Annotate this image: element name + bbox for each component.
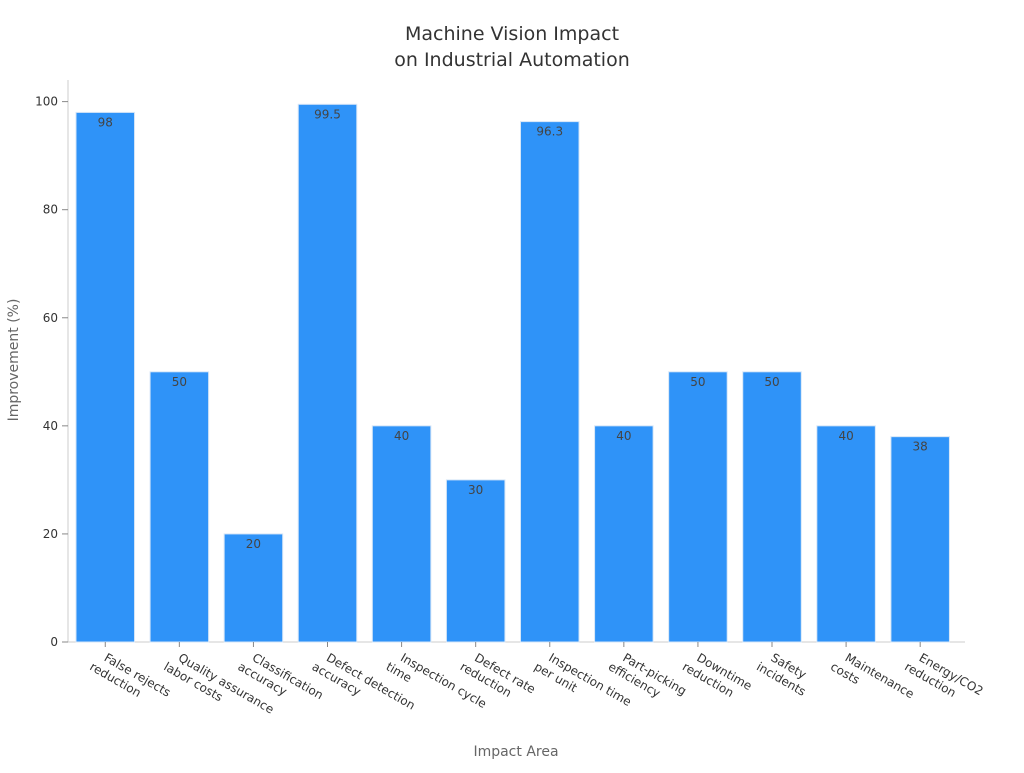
bar <box>890 436 950 643</box>
x-tick-label: Inspection timeper unit <box>532 646 634 722</box>
chart-title-line-2: on Industrial Automation <box>394 49 630 71</box>
data-label: 40 <box>394 429 409 443</box>
bar <box>594 425 654 643</box>
bar <box>520 121 580 643</box>
data-label: 30 <box>468 483 483 497</box>
data-label: 40 <box>838 429 853 443</box>
data-label: 20 <box>246 537 261 551</box>
bar <box>149 371 210 643</box>
x-tick-label: Safetyincidents <box>754 646 816 698</box>
y-tick-label: 40 <box>43 419 58 433</box>
data-label: 38 <box>913 440 928 454</box>
bar <box>297 103 358 643</box>
data-label: 50 <box>764 375 779 389</box>
x-axis-label: Impact Area <box>473 744 558 760</box>
data-label: 99.5 <box>314 107 341 121</box>
bar <box>742 371 802 643</box>
y-tick-label: 100 <box>35 95 58 109</box>
bar <box>223 533 284 643</box>
y-tick-label: 20 <box>43 527 58 541</box>
bar <box>371 425 432 643</box>
x-tick-label: Inspection cycletime <box>384 646 489 724</box>
x-tick-label: Classificationaccuracy <box>236 646 326 715</box>
bars <box>75 103 950 643</box>
y-ticks: 0 20 40 60 80 100 <box>35 95 68 649</box>
y-tick-label: 80 <box>43 203 58 217</box>
bar <box>816 425 876 643</box>
bar <box>668 371 728 643</box>
x-tick-label: Energy/CO2reduction <box>902 646 985 711</box>
data-label: 50 <box>690 375 705 389</box>
data-label: 98 <box>98 115 113 129</box>
x-tick-label: False rejectsreduction <box>87 646 173 712</box>
data-label: 40 <box>616 429 631 443</box>
y-axis-label: Improvement (%) <box>6 299 22 422</box>
y-tick-label: 60 <box>43 311 58 325</box>
chart-title: Machine Vision Impact on Industrial Auto… <box>394 23 630 71</box>
x-tick-label: Maintenancecosts <box>828 646 916 714</box>
data-label: 96.3 <box>536 125 563 139</box>
data-label: 50 <box>172 375 187 389</box>
bar <box>445 479 506 643</box>
bar <box>75 111 136 643</box>
x-ticks: False rejectsreduction Quality assurancel… <box>87 642 986 724</box>
data-labels: 98 50 20 99.5 40 30 96.3 40 50 50 40 38 <box>98 107 928 551</box>
chart-title-line-1: Machine Vision Impact <box>405 23 619 45</box>
y-tick-label: 0 <box>50 635 58 649</box>
x-tick-label: Downtimereduction <box>680 646 754 706</box>
